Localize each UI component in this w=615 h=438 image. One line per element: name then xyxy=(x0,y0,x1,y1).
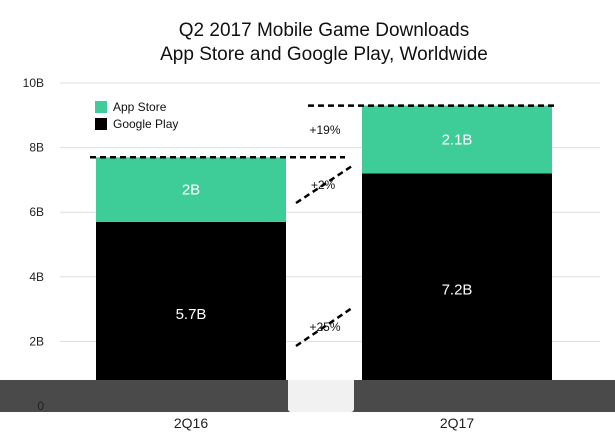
bar-app-store-2q16 xyxy=(96,157,286,222)
data-label: 2B xyxy=(182,182,200,199)
x-axis-labels: 2Q16 2Q17 xyxy=(174,415,474,431)
legend-swatch-app-store xyxy=(95,101,107,113)
bar-app-store-2q17 xyxy=(362,105,552,174)
segment-labels: 5.7B 2B 7.2B 2.1B xyxy=(176,132,473,323)
bar-google-play-2q16 xyxy=(96,221,286,406)
x-tick-label: 2Q16 xyxy=(174,415,208,431)
annotation-app-store-growth: +2% xyxy=(311,178,336,192)
legend-label-app-store: App Store xyxy=(113,100,167,114)
y-tick-label: 2B xyxy=(29,334,44,348)
data-label: 2.1B xyxy=(442,132,473,149)
legend-swatch-google-play xyxy=(95,118,107,130)
data-label: 5.7B xyxy=(176,306,207,323)
y-tick-label: 6B xyxy=(29,205,44,219)
bars xyxy=(96,105,552,406)
chart-subtitle: App Store and Google Play, Worldwide xyxy=(160,44,488,65)
y-tick-label: 10B xyxy=(23,76,44,90)
legend: App Store Google Play xyxy=(95,100,178,131)
data-label: 7.2B xyxy=(442,282,473,299)
y-axis-ticks: 0 2B 4B 6B 8B 10B xyxy=(23,76,45,413)
dash-app-store-trend xyxy=(295,164,353,205)
y-tick-label: 8B xyxy=(29,141,44,155)
dash-google-play-trend xyxy=(295,306,353,348)
annotation-google-play-growth: +25% xyxy=(309,320,340,334)
x-tick-label: 2Q17 xyxy=(440,415,474,431)
y-tick-label: 4B xyxy=(29,270,44,284)
chart-title: Q2 2017 Mobile Game Downloads xyxy=(179,20,469,41)
comparison-dashes xyxy=(90,104,555,348)
legend-label-google-play: Google Play xyxy=(113,117,178,131)
y-tick-label: 0 xyxy=(37,399,44,413)
bar-google-play-2q17 xyxy=(362,173,552,406)
annotation-total-growth: +19% xyxy=(309,123,340,137)
overlay-gap xyxy=(288,376,354,412)
